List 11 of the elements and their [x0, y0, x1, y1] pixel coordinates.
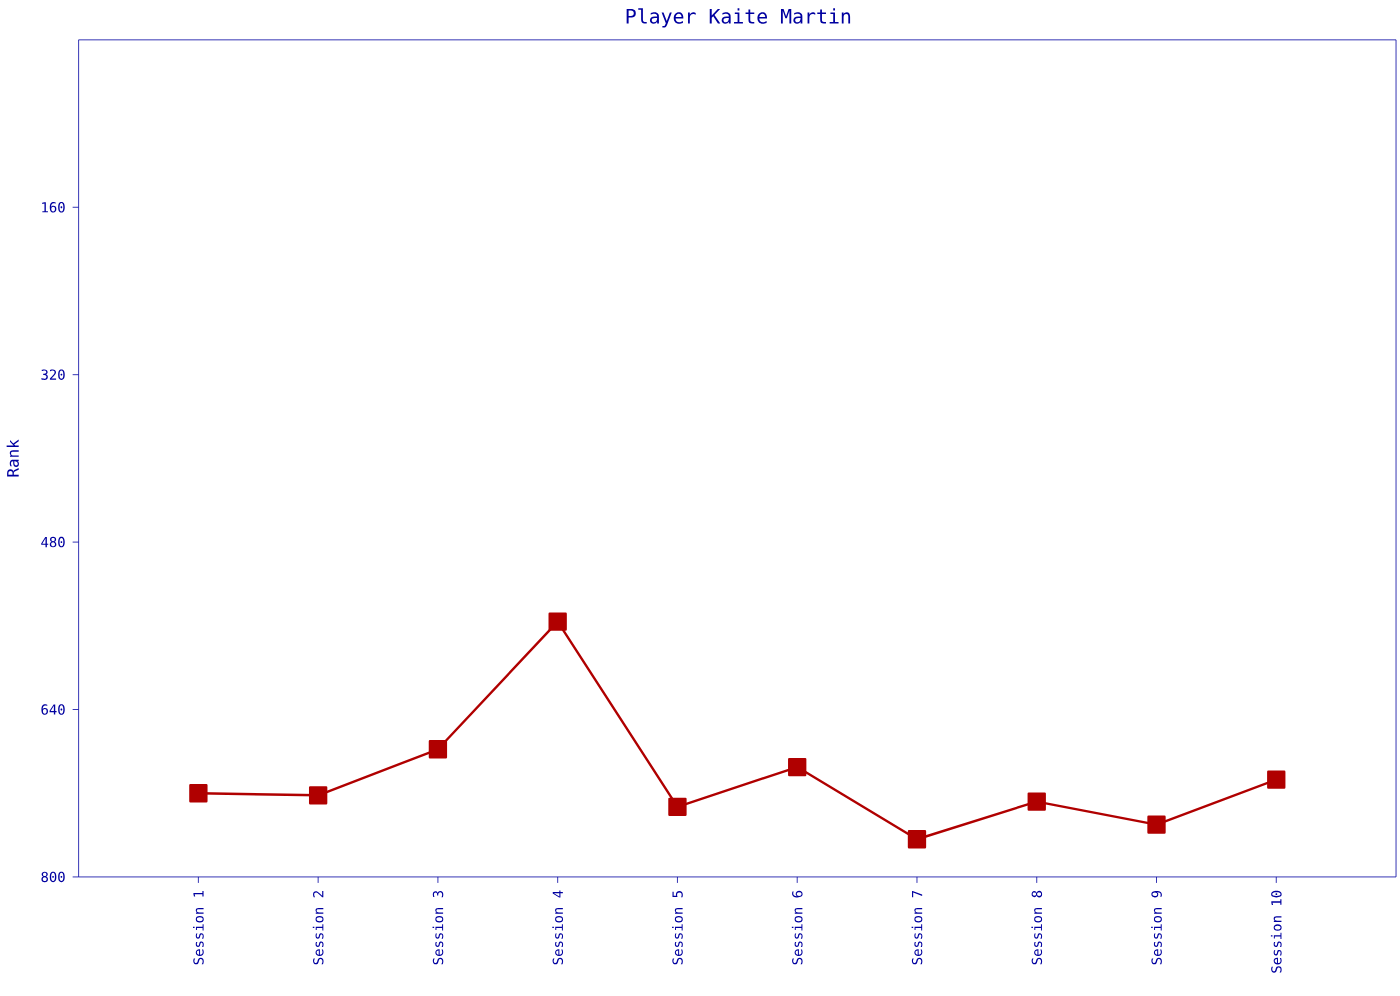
point — [1147, 815, 1166, 834]
point — [1027, 792, 1046, 811]
point — [1267, 770, 1286, 789]
point — [308, 785, 328, 805]
point — [428, 739, 448, 759]
chart-title: Player Kaite Martin — [626, 8, 851, 28]
point — [788, 757, 807, 776]
point — [668, 797, 687, 816]
point — [548, 612, 567, 631]
point — [907, 829, 927, 849]
point — [189, 783, 208, 803]
